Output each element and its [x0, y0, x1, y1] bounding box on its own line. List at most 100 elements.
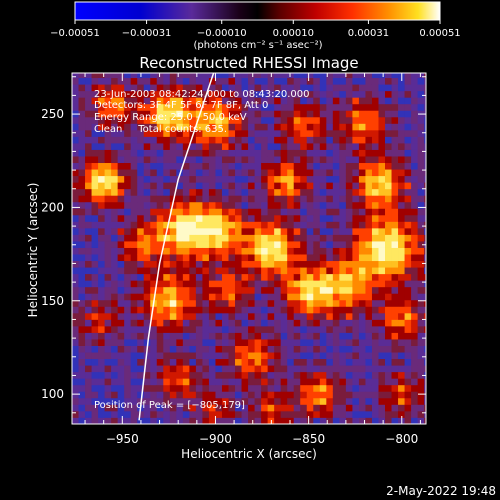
heatmap-cell	[150, 404, 158, 412]
heatmap-cell	[98, 201, 106, 209]
heatmap-cell	[313, 90, 321, 98]
heatmap-cell	[189, 319, 197, 327]
heatmap-cell	[261, 175, 269, 183]
heatmap-cell	[124, 358, 132, 366]
heatmap-cell	[254, 73, 262, 79]
heatmap-cell	[143, 404, 151, 412]
heatmap-cell	[195, 73, 203, 79]
heatmap-cell	[215, 247, 223, 255]
heatmap-cell	[241, 286, 249, 294]
heatmap-cell	[189, 195, 197, 203]
heatmap-cell	[248, 358, 255, 366]
heatmap-cell	[293, 378, 301, 386]
heatmap-cell	[117, 208, 125, 216]
heatmap-cell	[163, 325, 171, 333]
heatmap-cell	[365, 325, 373, 333]
heatmap-cell	[182, 371, 190, 379]
heatmap-cell	[287, 162, 295, 170]
heatmap-cell	[169, 129, 177, 137]
heatmap-cell	[111, 254, 119, 262]
heatmap-cell	[221, 325, 229, 333]
heatmap-cell	[267, 312, 275, 320]
heatmap-cell	[306, 280, 314, 288]
heatmap-cell	[319, 254, 327, 262]
heatmap-cell	[124, 143, 132, 150]
heatmap-cell	[352, 84, 360, 92]
heatmap-cell	[235, 260, 242, 268]
heatmap-cell	[202, 214, 210, 222]
heatmap-cell	[202, 397, 210, 405]
heatmap-cell	[378, 280, 386, 288]
heatmap-cell	[215, 332, 223, 340]
heatmap-cell	[319, 280, 327, 288]
heatmap-cell	[208, 332, 216, 340]
heatmap-cell	[215, 123, 223, 131]
heatmap-cell	[189, 182, 197, 190]
heatmap-cell	[319, 293, 327, 301]
heatmap-cell	[352, 241, 360, 248]
heatmap-cell	[326, 214, 334, 222]
heatmap-cell	[150, 352, 158, 360]
heatmap-cell	[306, 325, 314, 333]
heatmap-cell	[293, 201, 301, 209]
heatmap-cell	[189, 280, 197, 288]
heatmap-cell	[137, 110, 145, 118]
heatmap-cell	[208, 273, 216, 281]
heatmap-cell	[182, 162, 190, 170]
heatmap-cell	[208, 391, 216, 399]
heatmap-cell	[371, 280, 379, 288]
heatmap-cell	[287, 247, 295, 255]
heatmap-cell	[137, 90, 145, 98]
heatmap-cell	[137, 208, 145, 216]
heatmap-cell	[215, 169, 223, 177]
heatmap-cell	[85, 247, 92, 255]
heatmap-cell	[111, 371, 119, 379]
heatmap-cell	[124, 286, 132, 294]
heatmap-cell	[306, 201, 314, 209]
heatmap-cell	[235, 73, 242, 79]
heatmap-cell	[267, 129, 275, 137]
heatmap-cell	[319, 116, 327, 124]
heatmap-cell	[248, 378, 255, 386]
heatmap-cell	[78, 234, 86, 242]
heatmap-cell	[300, 260, 308, 268]
heatmap-cell	[352, 260, 360, 268]
heatmap-cell	[326, 221, 334, 229]
heatmap-cell	[117, 397, 125, 405]
heatmap-cell	[398, 241, 405, 248]
heatmap-cell	[182, 103, 190, 111]
heatmap-cell	[378, 384, 386, 392]
heatmap-cell	[182, 182, 190, 190]
heatmap-cell	[208, 182, 216, 190]
heatmap-cell	[182, 73, 190, 79]
heatmap-cell	[424, 214, 426, 222]
heatmap-cell	[404, 214, 412, 222]
y-tick-label: 200	[41, 200, 64, 214]
heatmap-cell	[261, 404, 269, 412]
heatmap-cell	[130, 397, 138, 405]
heatmap-cell	[300, 175, 308, 183]
heatmap-cell	[293, 208, 301, 216]
heatmap-cell	[417, 143, 425, 150]
heatmap-cell	[189, 345, 197, 353]
heatmap-cell	[235, 378, 242, 386]
heatmap-cell	[117, 260, 125, 268]
heatmap-cell	[143, 267, 151, 275]
heatmap-cell	[182, 417, 190, 424]
heatmap-cell	[280, 201, 288, 209]
heatmap-cell	[332, 84, 340, 92]
heatmap-cell	[221, 182, 229, 190]
heatmap-cell	[313, 188, 321, 196]
heatmap-cell	[176, 195, 184, 203]
heatmap-cell	[85, 293, 92, 301]
heatmap-cell	[195, 156, 203, 164]
heatmap-cell	[98, 299, 106, 307]
heatmap-cell	[124, 345, 132, 353]
heatmap-cell	[130, 129, 138, 137]
heatmap-cell	[261, 260, 269, 268]
heatmap-cell	[378, 365, 386, 373]
heatmap-cell	[274, 110, 282, 118]
heatmap-cell	[300, 143, 308, 150]
heatmap-cell	[254, 365, 262, 373]
heatmap-cell	[72, 169, 79, 177]
